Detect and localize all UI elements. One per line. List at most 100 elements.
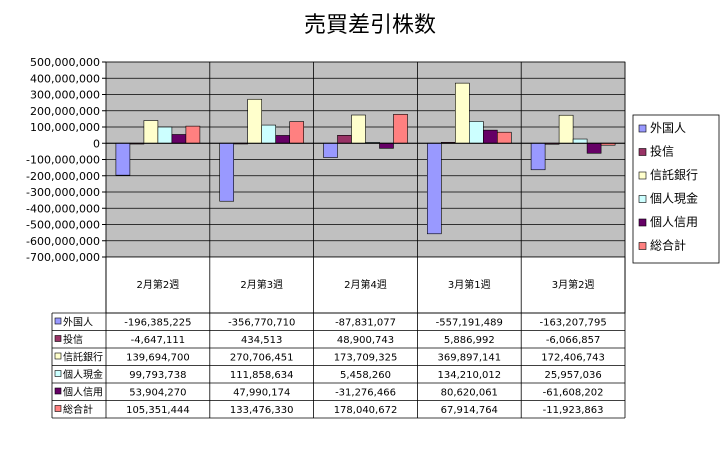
table-series-name: 個人現金 — [63, 368, 103, 381]
bar — [323, 142, 338, 158]
table-cell: -196,385,225 — [124, 318, 191, 329]
chart-title: 売買差引株数 — [304, 13, 436, 38]
table-series-key — [54, 335, 62, 342]
table-cell: -163,207,795 — [539, 318, 606, 329]
table-cell: 369,897,141 — [437, 353, 501, 364]
y-tick-label: -700,000,000 — [26, 251, 100, 264]
legend-box — [632, 114, 720, 264]
bar — [219, 142, 234, 202]
y-tick-label: 100,000,000 — [30, 121, 100, 134]
table-cell: -11,923,863 — [543, 405, 604, 416]
table-cell: 53,904,270 — [129, 388, 186, 399]
category-label: 3月第2週 — [552, 278, 595, 291]
table-cell: 178,040,672 — [334, 405, 398, 416]
y-tick-label: 200,000,000 — [30, 105, 100, 118]
legend-label: 個人現金 — [650, 191, 698, 206]
table-series-name: 総合計 — [63, 403, 93, 416]
y-tick-label: 0 — [93, 137, 100, 150]
bar — [261, 124, 277, 144]
legend-key — [638, 171, 647, 180]
bar — [482, 129, 498, 144]
bar — [572, 138, 588, 144]
table-cell: 5,458,260 — [340, 370, 391, 381]
legend-label: 個人信用 — [650, 215, 698, 229]
bar — [468, 121, 484, 144]
legend-label: 外国人 — [650, 121, 686, 135]
table-cell: -31,276,466 — [335, 388, 396, 399]
table-series-key — [54, 352, 62, 360]
legend-label: 信託銀行 — [650, 167, 698, 182]
bar — [351, 114, 366, 144]
table-cell: 48,900,743 — [337, 335, 394, 346]
y-tick-label: 500,000,000 — [30, 56, 100, 69]
bar — [454, 82, 470, 144]
bar — [426, 142, 442, 235]
table-series-name: 個人信用 — [63, 386, 103, 399]
category-label: 3月第1週 — [448, 278, 491, 291]
bar — [337, 135, 352, 144]
table-cell: 80,620,061 — [441, 388, 498, 399]
y-tick-label: -500,000,000 — [26, 219, 100, 232]
table-series-key — [54, 405, 62, 412]
legend-label: 総合計 — [650, 238, 686, 253]
table-cell: -557,191,489 — [436, 318, 503, 329]
table-series-name: 外国人 — [63, 317, 93, 329]
table-cell: 99,793,738 — [129, 370, 186, 381]
legend-key — [638, 195, 647, 203]
legend-key — [638, 242, 647, 250]
category-label: 2月第2週 — [137, 278, 180, 291]
y-tick-label: -600,000,000 — [26, 235, 100, 248]
bar — [115, 142, 131, 176]
category-label: 2月第3週 — [240, 278, 283, 291]
y-tick-label: -300,000,000 — [26, 186, 100, 199]
table-cell: 5,886,992 — [444, 335, 495, 346]
bar — [289, 121, 305, 144]
table-cell: -356,770,710 — [228, 318, 295, 329]
table-cell: 139,694,700 — [126, 353, 190, 364]
y-tick-label: -400,000,000 — [26, 202, 100, 215]
table-series-key — [54, 387, 62, 395]
table-cell: 111,858,634 — [230, 370, 294, 381]
legend-key — [638, 218, 647, 227]
table-cell: 47,990,174 — [233, 388, 290, 399]
table-cell: -87,831,077 — [335, 318, 396, 329]
table-cell: 133,476,330 — [230, 405, 294, 416]
table-cell: -61,608,202 — [543, 388, 604, 399]
table-cell: 172,406,743 — [541, 353, 605, 364]
bar — [586, 142, 602, 154]
legend-label: 投信 — [650, 144, 674, 159]
y-tick-label: -200,000,000 — [26, 170, 100, 183]
table-cell: 105,351,444 — [126, 405, 190, 416]
bar — [558, 114, 574, 144]
legend-key — [638, 124, 647, 133]
y-tick-label: -100,000,000 — [26, 154, 100, 167]
table-cell: 270,706,451 — [230, 353, 294, 364]
table-cell: -6,066,857 — [546, 335, 601, 346]
table-cell: -4,647,111 — [131, 335, 186, 346]
table-series-key — [54, 317, 62, 325]
y-tick-label: 300,000,000 — [30, 89, 100, 102]
bar — [185, 125, 201, 144]
table-cell: 173,709,325 — [334, 353, 398, 364]
bar — [157, 126, 173, 144]
legend-key — [638, 148, 647, 156]
y-tick-label: 400,000,000 — [30, 72, 100, 85]
table-series-name: 信託銀行 — [63, 351, 103, 364]
bar — [530, 142, 546, 171]
bar — [275, 135, 291, 144]
table-series-key — [54, 370, 62, 377]
table-cell: 434,513 — [241, 335, 282, 346]
category-label: 2月第4週 — [344, 278, 387, 291]
bar — [393, 114, 408, 144]
bar — [171, 134, 187, 144]
bar — [379, 142, 394, 149]
bar — [143, 120, 159, 144]
bar — [247, 98, 262, 144]
table-cell: 67,914,764 — [441, 405, 498, 416]
table-cell: 134,210,012 — [437, 370, 501, 381]
bar — [496, 131, 512, 144]
table-cell: 25,957,036 — [544, 370, 601, 381]
table-series-name: 投信 — [63, 333, 83, 346]
